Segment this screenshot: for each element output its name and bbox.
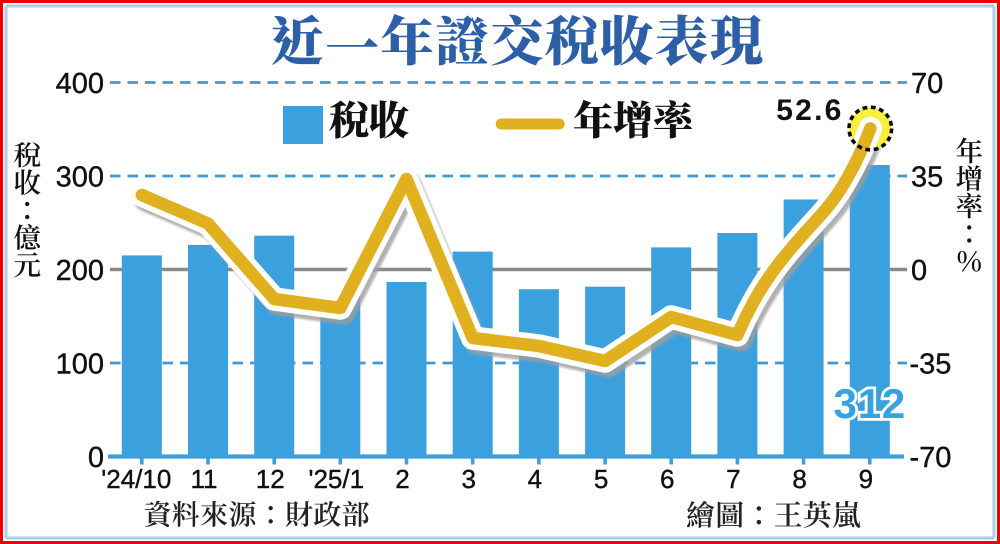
svg-text:52.6: 52.6: [776, 94, 843, 127]
svg-text:9: 9: [859, 464, 873, 494]
svg-text:300: 300: [56, 161, 104, 193]
svg-text:-35: -35: [910, 348, 952, 380]
svg-text:11: 11: [191, 464, 218, 494]
svg-text:'25/1: '25/1: [309, 464, 365, 494]
svg-text:-70: -70: [910, 442, 952, 474]
svg-text:70: 70: [911, 68, 943, 100]
svg-text:0: 0: [88, 442, 104, 474]
svg-text:'24/10: '24/10: [101, 464, 171, 494]
svg-text:5: 5: [594, 464, 608, 494]
svg-text:4: 4: [528, 464, 542, 494]
svg-text:8: 8: [792, 464, 806, 494]
svg-text:100: 100: [56, 348, 104, 380]
svg-text:7: 7: [726, 464, 740, 494]
svg-text:6: 6: [660, 464, 674, 494]
svg-text:0: 0: [911, 255, 927, 287]
svg-text:3: 3: [461, 464, 475, 494]
svg-text:35: 35: [911, 161, 943, 193]
svg-text:200: 200: [56, 255, 104, 287]
svg-text:400: 400: [56, 68, 104, 100]
svg-text:12: 12: [256, 464, 285, 494]
svg-text:2: 2: [395, 464, 409, 494]
svg-text:312: 312: [834, 380, 906, 427]
